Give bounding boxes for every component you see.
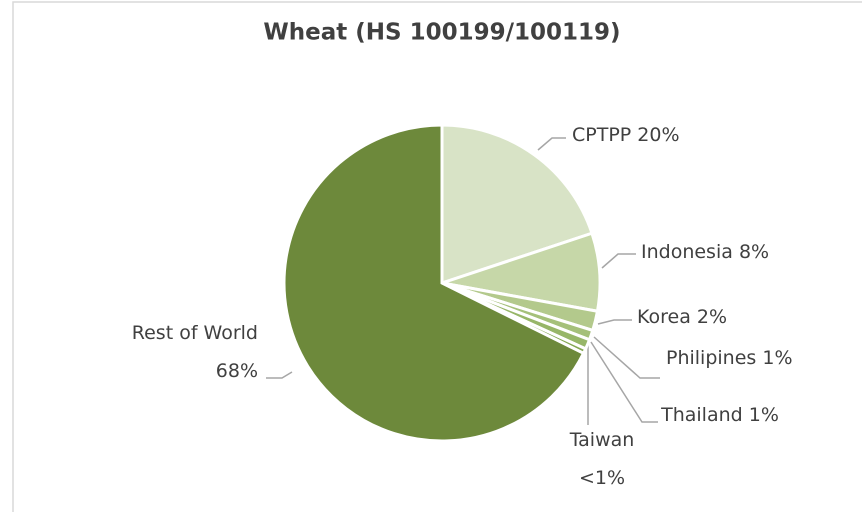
leader-line xyxy=(590,341,658,423)
value-label: 2% xyxy=(696,306,728,328)
value-label: 1% xyxy=(762,347,793,369)
data-label: CPTPP 20% xyxy=(572,116,772,154)
value-label: 8% xyxy=(738,241,770,263)
leader-line xyxy=(537,137,566,151)
data-label: Indonesia 8% xyxy=(641,233,841,271)
data-label: Taiwan <1% xyxy=(552,421,652,497)
pie-slice xyxy=(440,123,594,286)
value-label: 68% xyxy=(215,360,258,382)
leader-line xyxy=(266,371,293,379)
category-label: Rest of World xyxy=(131,322,258,344)
frame xyxy=(12,1,862,512)
leader-line xyxy=(597,319,632,325)
value-label: 20% xyxy=(637,124,680,146)
leader-line xyxy=(601,253,636,269)
category-label: Philipines xyxy=(666,347,757,369)
data-label: Rest of World 68% xyxy=(108,314,258,390)
category-label: Taiwan xyxy=(569,429,635,451)
data-label: Korea 2% xyxy=(637,298,837,336)
value-label: 1% xyxy=(748,404,779,426)
value-label: <1% xyxy=(578,467,626,489)
chart-title: Wheat (HS 100199/100119) xyxy=(263,20,620,46)
category-label: Thailand xyxy=(661,404,743,426)
leader-lines xyxy=(266,137,660,425)
category-label: CPTPP xyxy=(572,124,632,146)
leader-line xyxy=(593,336,660,379)
pie-slice xyxy=(282,123,586,443)
data-label: Thailand 1% xyxy=(660,396,780,434)
category-label: Korea xyxy=(637,306,691,328)
data-label: Philipines 1% xyxy=(666,339,862,377)
category-label: Indonesia xyxy=(641,241,733,263)
